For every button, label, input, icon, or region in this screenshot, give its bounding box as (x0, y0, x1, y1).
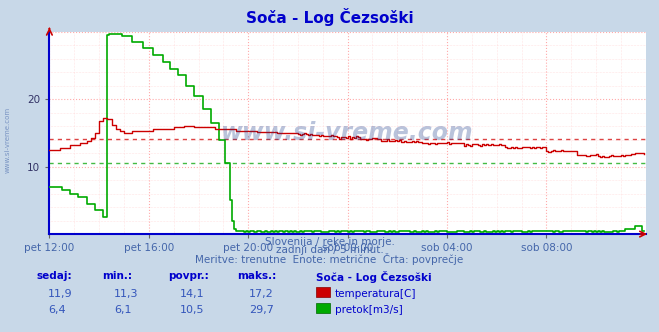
Text: 17,2: 17,2 (249, 289, 274, 299)
Text: 10,5: 10,5 (180, 305, 204, 315)
Text: maks.:: maks.: (237, 271, 277, 281)
Text: 11,3: 11,3 (114, 289, 138, 299)
Text: pretok[m3/s]: pretok[m3/s] (335, 305, 403, 315)
Text: www.si-vreme.com: www.si-vreme.com (5, 106, 11, 173)
Text: temperatura[C]: temperatura[C] (335, 289, 416, 299)
Text: 6,1: 6,1 (114, 305, 132, 315)
Text: Meritve: trenutne  Enote: metrične  Črta: povprečje: Meritve: trenutne Enote: metrične Črta: … (195, 253, 464, 265)
Text: www.si-vreme.com: www.si-vreme.com (221, 121, 474, 145)
Text: sedaj:: sedaj: (36, 271, 72, 281)
Text: 6,4: 6,4 (48, 305, 66, 315)
Text: min.:: min.: (102, 271, 132, 281)
Text: 29,7: 29,7 (249, 305, 274, 315)
Text: zadnji dan / 5 minut.: zadnji dan / 5 minut. (275, 245, 384, 255)
Text: 14,1: 14,1 (180, 289, 204, 299)
Text: povpr.:: povpr.: (168, 271, 209, 281)
Text: Soča - Log Čezsoški: Soča - Log Čezsoški (316, 271, 432, 283)
Text: Soča - Log Čezsoški: Soča - Log Čezsoški (246, 8, 413, 26)
Text: Slovenija / reke in morje.: Slovenija / reke in morje. (264, 237, 395, 247)
Text: 11,9: 11,9 (48, 289, 72, 299)
